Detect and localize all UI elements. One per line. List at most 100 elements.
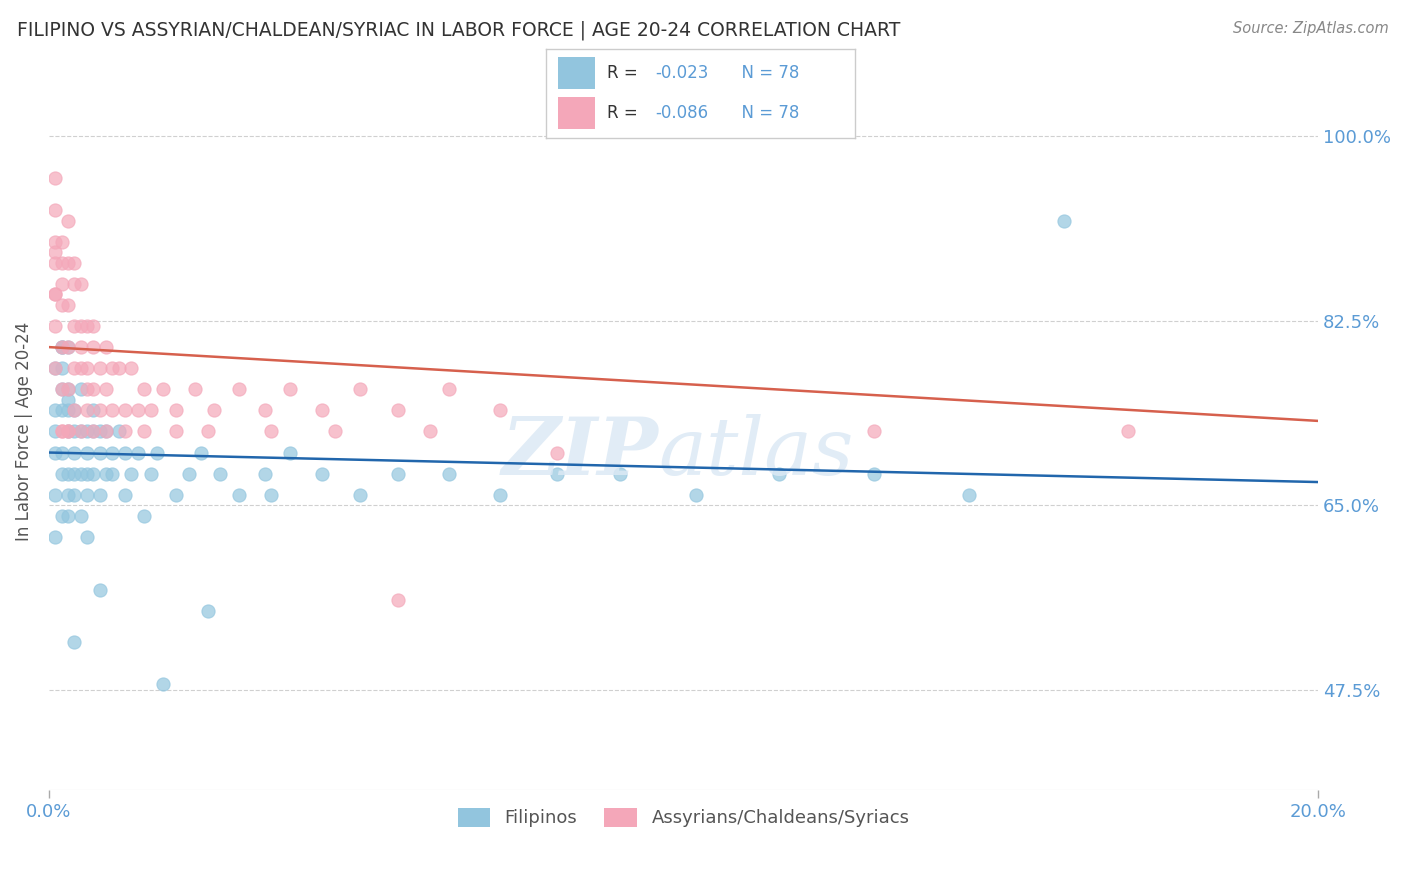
Point bbox=[76, 382, 98, 396]
Point bbox=[768, 467, 790, 481]
Point bbox=[1053, 213, 1076, 227]
Point bbox=[114, 445, 136, 459]
Point bbox=[56, 403, 79, 417]
Point bbox=[89, 361, 111, 376]
Point bbox=[197, 425, 219, 439]
Point bbox=[82, 425, 104, 439]
Point bbox=[44, 318, 66, 333]
Point bbox=[44, 287, 66, 301]
Point bbox=[89, 445, 111, 459]
Point bbox=[44, 235, 66, 249]
Point bbox=[546, 445, 568, 459]
Point bbox=[165, 425, 187, 439]
Point bbox=[69, 425, 91, 439]
Point bbox=[190, 445, 212, 459]
Point bbox=[63, 361, 86, 376]
Point bbox=[260, 488, 283, 502]
Point bbox=[253, 403, 276, 417]
Point bbox=[51, 467, 73, 481]
Point bbox=[1116, 425, 1139, 439]
Point bbox=[56, 425, 79, 439]
Point bbox=[349, 382, 371, 396]
Point bbox=[546, 467, 568, 481]
Point bbox=[278, 382, 301, 396]
Point bbox=[685, 488, 707, 502]
Point bbox=[44, 425, 66, 439]
Point bbox=[94, 425, 117, 439]
Text: Source: ZipAtlas.com: Source: ZipAtlas.com bbox=[1233, 21, 1389, 36]
Point bbox=[51, 382, 73, 396]
Point bbox=[44, 256, 66, 270]
Point bbox=[863, 425, 886, 439]
Point bbox=[134, 382, 156, 396]
Point bbox=[114, 425, 136, 439]
Point bbox=[957, 488, 980, 502]
Point bbox=[76, 467, 98, 481]
Point bbox=[69, 467, 91, 481]
Point bbox=[63, 318, 86, 333]
Point bbox=[228, 382, 250, 396]
Point bbox=[63, 256, 86, 270]
Point bbox=[139, 403, 162, 417]
Point bbox=[69, 318, 91, 333]
Point bbox=[44, 530, 66, 544]
Point bbox=[184, 382, 207, 396]
Point bbox=[89, 403, 111, 417]
Point bbox=[56, 382, 79, 396]
Point bbox=[76, 425, 98, 439]
Point bbox=[89, 425, 111, 439]
Point bbox=[82, 318, 104, 333]
Point bbox=[437, 467, 460, 481]
Point bbox=[114, 488, 136, 502]
Point bbox=[114, 403, 136, 417]
Text: FILIPINO VS ASSYRIAN/CHALDEAN/SYRIAC IN LABOR FORCE | AGE 20-24 CORRELATION CHAR: FILIPINO VS ASSYRIAN/CHALDEAN/SYRIAC IN … bbox=[17, 21, 900, 40]
Point bbox=[253, 467, 276, 481]
Point bbox=[311, 403, 333, 417]
Point bbox=[63, 635, 86, 649]
Point bbox=[51, 508, 73, 523]
Point bbox=[51, 425, 73, 439]
Point bbox=[121, 361, 143, 376]
Point bbox=[56, 340, 79, 354]
Point bbox=[82, 403, 104, 417]
Point bbox=[323, 425, 346, 439]
Point bbox=[197, 604, 219, 618]
Point bbox=[76, 488, 98, 502]
Point bbox=[165, 488, 187, 502]
Point bbox=[51, 298, 73, 312]
Text: -0.023: -0.023 bbox=[655, 64, 709, 82]
Text: atlas: atlas bbox=[658, 414, 853, 491]
Point bbox=[76, 530, 98, 544]
Point bbox=[437, 382, 460, 396]
Bar bbox=[558, 57, 595, 89]
Point bbox=[101, 445, 124, 459]
Point bbox=[44, 488, 66, 502]
Point bbox=[56, 298, 79, 312]
Point bbox=[44, 245, 66, 260]
Point bbox=[51, 340, 73, 354]
Point bbox=[101, 467, 124, 481]
Point bbox=[63, 403, 86, 417]
Point bbox=[94, 340, 117, 354]
Point bbox=[51, 425, 73, 439]
Point bbox=[387, 403, 409, 417]
Text: N = 78: N = 78 bbox=[731, 104, 800, 122]
Point bbox=[44, 445, 66, 459]
Point bbox=[202, 403, 225, 417]
Text: N = 78: N = 78 bbox=[731, 64, 800, 82]
Point bbox=[69, 361, 91, 376]
Point bbox=[177, 467, 200, 481]
Point bbox=[56, 340, 79, 354]
Legend: Filipinos, Assyrians/Chaldeans/Syriacs: Filipinos, Assyrians/Chaldeans/Syriacs bbox=[450, 800, 917, 835]
Point bbox=[56, 425, 79, 439]
Point bbox=[51, 256, 73, 270]
Point bbox=[51, 445, 73, 459]
Text: -0.086: -0.086 bbox=[655, 104, 709, 122]
Bar bbox=[558, 97, 595, 129]
Point bbox=[56, 392, 79, 407]
Point bbox=[127, 445, 149, 459]
Point bbox=[69, 425, 91, 439]
Y-axis label: In Labor Force | Age 20-24: In Labor Force | Age 20-24 bbox=[15, 322, 32, 541]
Point bbox=[107, 425, 129, 439]
Point bbox=[63, 445, 86, 459]
